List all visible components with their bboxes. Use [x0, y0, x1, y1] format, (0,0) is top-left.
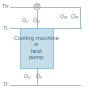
- Text: $\dot{Q}_F$: $\dot{Q}_F$: [35, 72, 43, 82]
- Text: $W$: $W$: [34, 2, 40, 10]
- Text: Cooling machine
or
heat
pump: Cooling machine or heat pump: [14, 36, 59, 60]
- Text: $\dot{Q}_C$: $\dot{Q}_C$: [21, 16, 29, 26]
- Text: $T_C$: $T_C$: [2, 24, 10, 33]
- Text: $\dot{Q}_M$: $\dot{Q}_M$: [70, 11, 80, 22]
- Text: $T_M$: $T_M$: [2, 2, 10, 11]
- FancyBboxPatch shape: [20, 28, 53, 68]
- Text: $\dot{Q}_G$: $\dot{Q}_G$: [23, 72, 31, 82]
- Text: $T_F$: $T_F$: [2, 80, 10, 89]
- Text: $\dot{Q}_M$: $\dot{Q}_M$: [59, 11, 69, 22]
- Text: $\dot{Q}_G$: $\dot{Q}_G$: [32, 16, 40, 26]
